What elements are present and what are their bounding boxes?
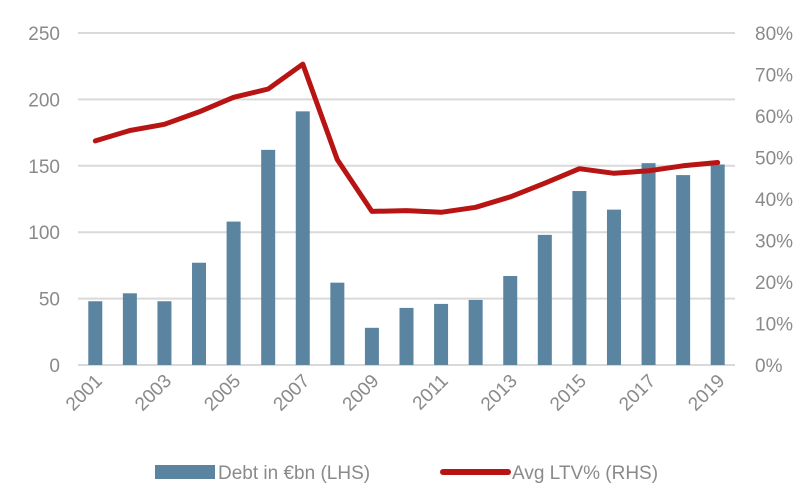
bar-2019: [710, 164, 725, 365]
bar-2009: [364, 327, 379, 365]
x-tick-label: 2009: [339, 371, 384, 416]
bar-2013: [503, 276, 518, 365]
bar-2004: [192, 262, 207, 365]
x-tick-label: 2003: [131, 371, 176, 416]
y-left-tick-label: 150: [28, 157, 60, 178]
x-tick-label: 2015: [546, 371, 591, 416]
y-left-tick-label: 100: [28, 223, 60, 244]
legend: Debt in €bn (LHS) Avg LTV% (RHS): [155, 463, 658, 484]
y-right-tick-label: 0%: [755, 356, 783, 377]
legend-swatch-debt: [155, 465, 215, 479]
bar-2015: [572, 191, 587, 365]
x-tick-label: 2007: [270, 371, 315, 416]
y-right-tick-label: 40%: [755, 190, 793, 211]
bar-2018: [676, 175, 691, 365]
y-right-tick-label: 70%: [755, 66, 793, 87]
x-tick-label: 2011: [409, 371, 453, 415]
legend-label-ltv: Avg LTV% (RHS): [512, 463, 658, 484]
y-left-tick-label: 50: [39, 290, 60, 311]
ltv-line: [92, 61, 721, 215]
y-right-tick-label: 80%: [755, 24, 793, 45]
x-tick-label: 2017: [615, 371, 660, 416]
y-right-tick-label: 10%: [755, 315, 793, 336]
bar-2005: [226, 221, 241, 365]
y-left-tick-label: 250: [28, 24, 60, 45]
bar-2016: [606, 209, 621, 365]
bar-2008: [330, 282, 345, 365]
bar-2003: [157, 301, 172, 365]
bar-2007: [295, 111, 310, 366]
y-left-tick-label: 0: [49, 356, 60, 377]
bar-2012: [468, 299, 483, 365]
bar-2010: [399, 307, 414, 365]
x-tick-label: 2005: [200, 371, 245, 416]
gridlines: [78, 32, 735, 366]
bar-2011: [434, 303, 449, 365]
left-y-axis: 0 50 100 150 200 250: [28, 24, 60, 377]
bar-2006: [261, 149, 276, 365]
x-axis: 2001 2003 2005 2007 2009 2011 2013 2015 2017 2019: [62, 371, 729, 416]
y-right-tick-label: 20%: [755, 273, 793, 294]
bar-2002: [122, 293, 137, 365]
y-right-tick-label: 60%: [755, 107, 793, 128]
bar-series-debt: [88, 111, 725, 366]
right-y-axis: 0% 10% 20% 30% 40% 50% 60% 70% 80%: [755, 24, 793, 377]
bar-2001: [88, 301, 103, 365]
x-tick-label: 2019: [684, 371, 729, 416]
x-tick-label: 2001: [62, 371, 107, 416]
legend-label-debt: Debt in €bn (LHS): [218, 463, 370, 484]
y-right-tick-label: 50%: [755, 149, 793, 170]
bar-2014: [537, 234, 552, 365]
y-left-tick-label: 200: [28, 90, 60, 111]
y-right-tick-label: 30%: [755, 232, 793, 253]
x-tick-label: 2013: [477, 371, 522, 416]
bar-2017: [641, 163, 656, 365]
line-series-ltv: [92, 61, 721, 215]
